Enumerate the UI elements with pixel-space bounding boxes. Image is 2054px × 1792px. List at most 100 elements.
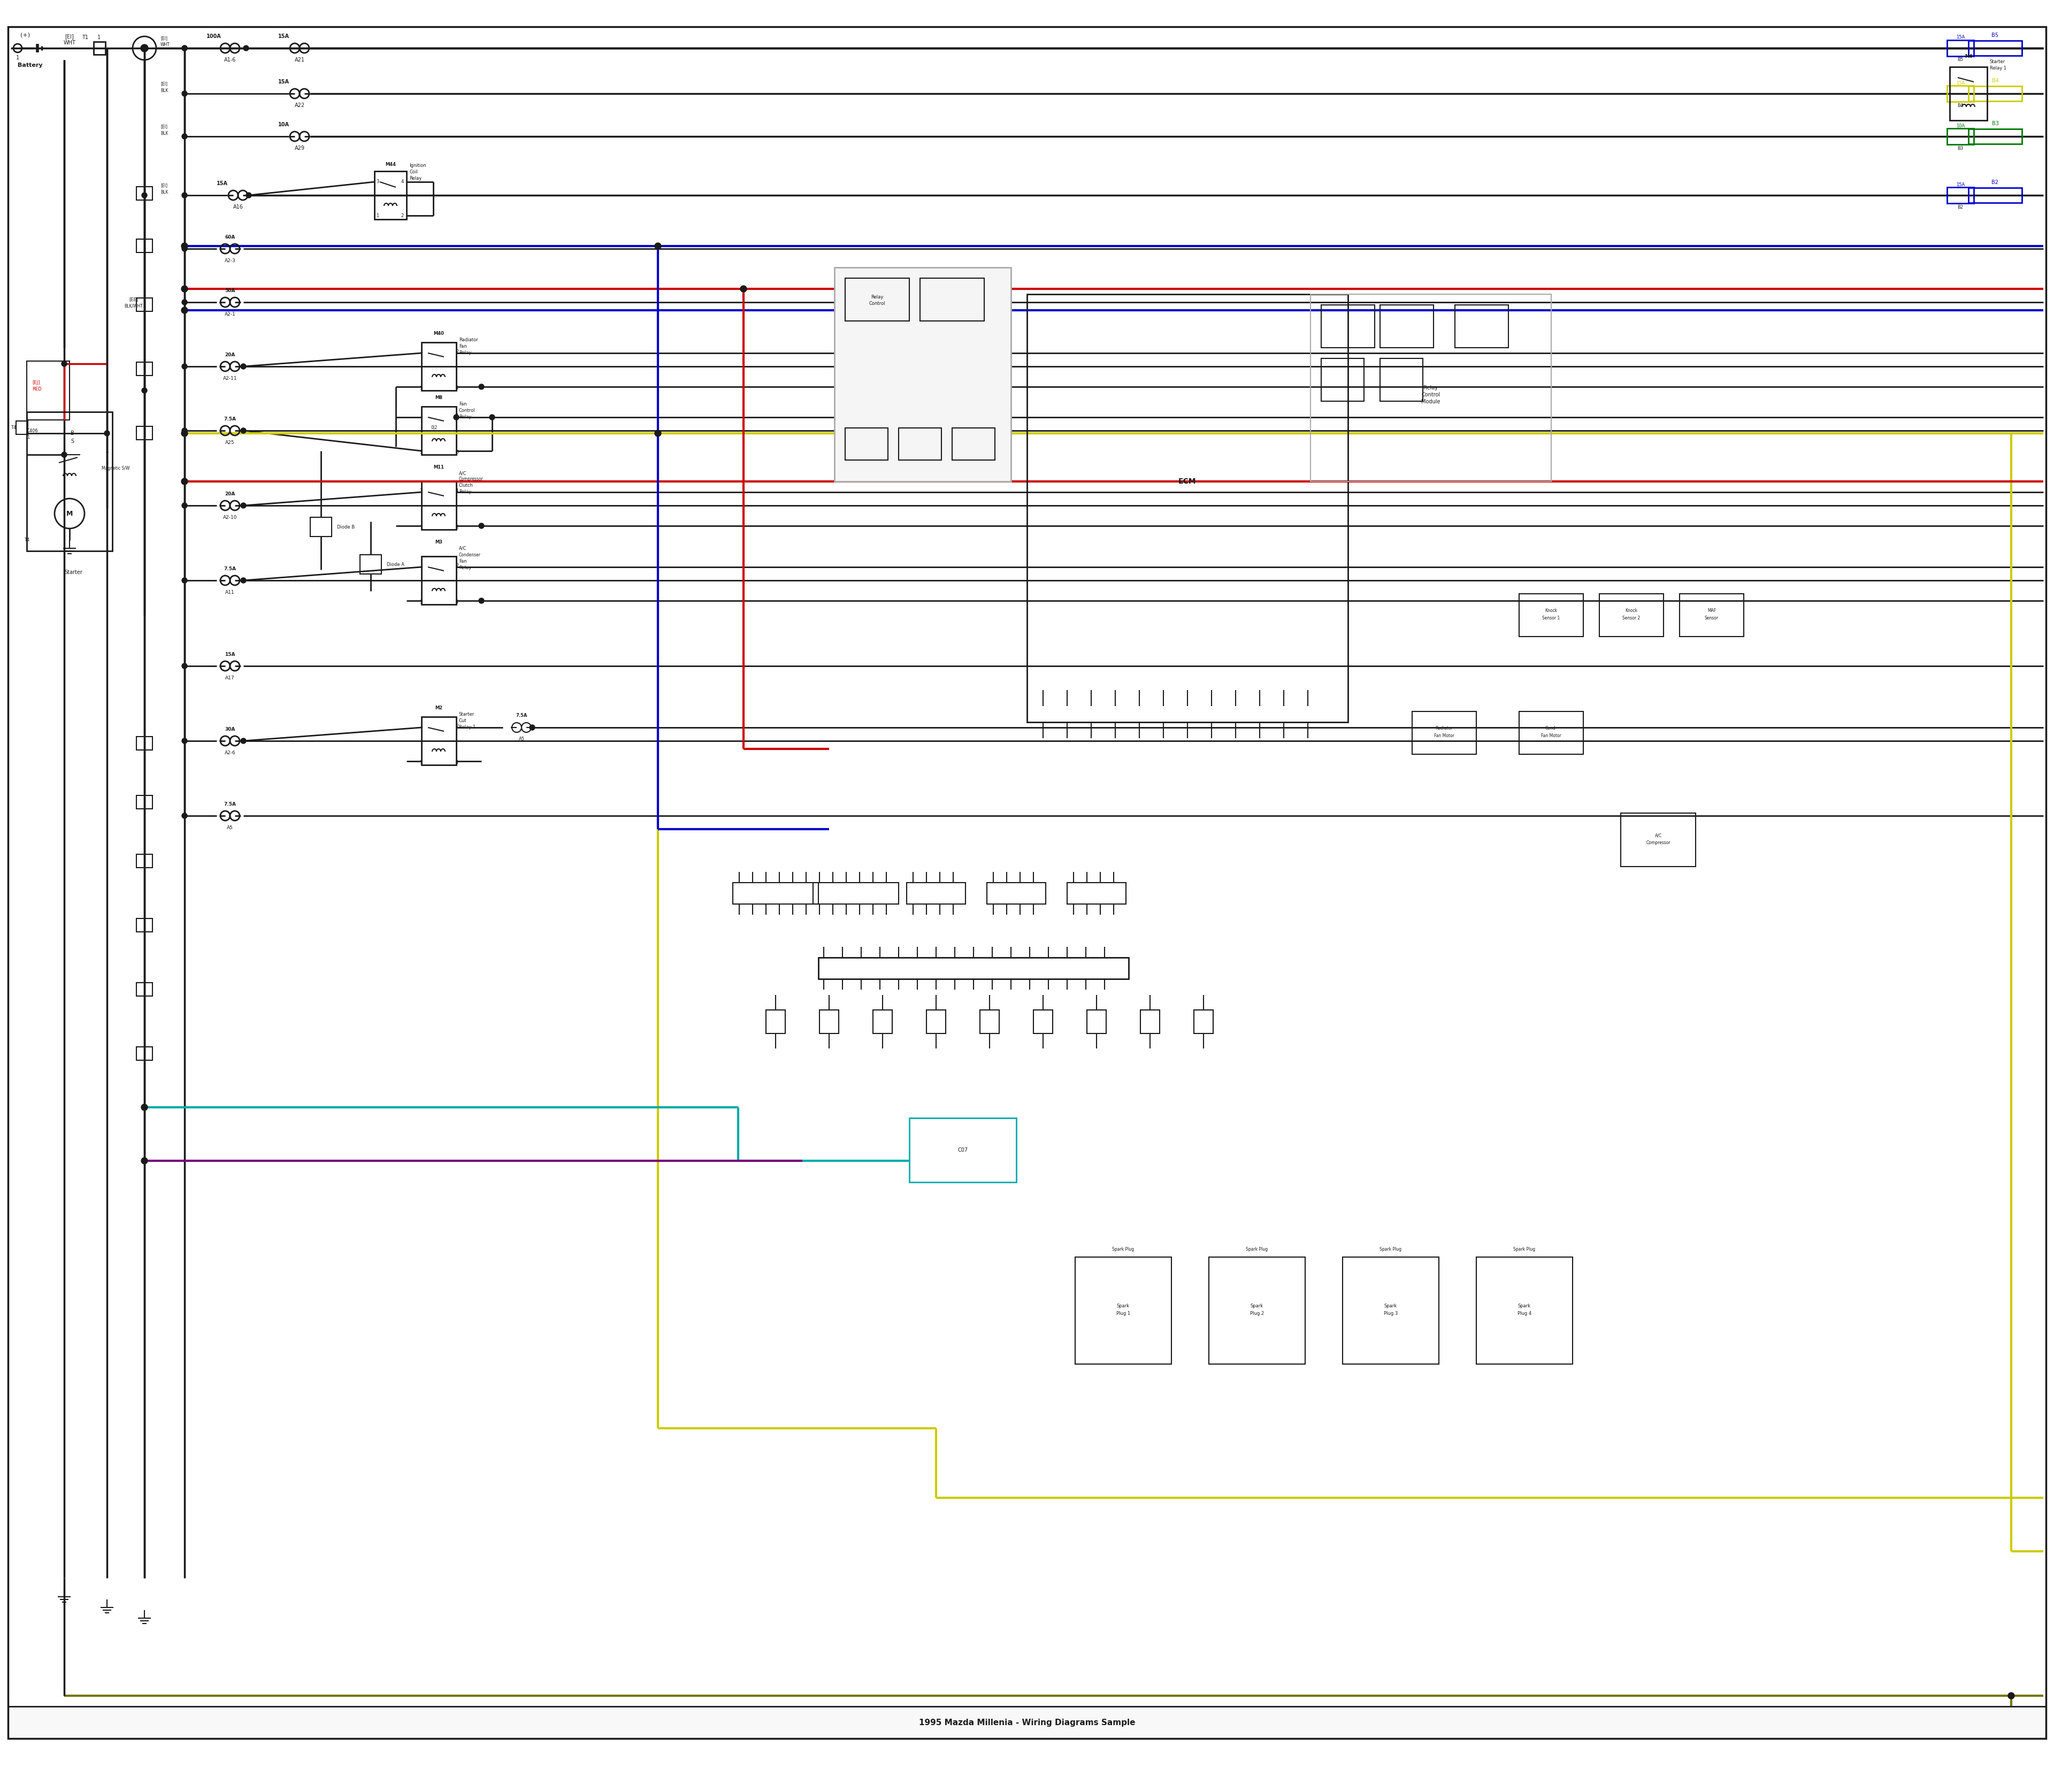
Circle shape — [479, 523, 485, 529]
Circle shape — [183, 91, 187, 97]
Bar — [900, 428, 941, 461]
Text: 100A: 100A — [207, 34, 222, 39]
Text: 15A: 15A — [224, 652, 236, 656]
Text: S: S — [70, 439, 74, 444]
Text: 7.5A: 7.5A — [224, 801, 236, 806]
Text: T4: T4 — [25, 538, 29, 543]
Text: 4: 4 — [456, 414, 458, 418]
Bar — [1454, 305, 1508, 348]
Bar — [27, 412, 113, 550]
Text: Relay: Relay — [871, 294, 883, 299]
Circle shape — [140, 45, 148, 52]
Bar — [766, 1011, 785, 1034]
Text: 1: 1 — [419, 525, 423, 529]
Text: Ignition: Ignition — [409, 163, 425, 168]
Text: Knock: Knock — [1545, 609, 1557, 613]
Text: M8: M8 — [435, 394, 442, 400]
Text: 5: 5 — [456, 450, 458, 455]
Circle shape — [454, 414, 458, 419]
Bar — [820, 1011, 838, 1034]
Text: Condenser: Condenser — [458, 552, 481, 557]
Text: Relay: Relay — [458, 489, 470, 495]
Text: Relay: Relay — [458, 414, 470, 419]
Text: A29: A29 — [294, 145, 304, 151]
Bar — [986, 883, 1045, 903]
Text: Cond.: Cond. — [1545, 726, 1557, 731]
Text: 15A: 15A — [277, 79, 290, 84]
Circle shape — [183, 814, 187, 819]
Circle shape — [479, 383, 485, 389]
Text: A2-3: A2-3 — [224, 258, 236, 263]
Text: Starter: Starter — [64, 570, 82, 575]
Text: Fan Motor: Fan Motor — [1540, 733, 1561, 738]
Text: 15A: 15A — [1955, 36, 1966, 39]
Bar — [733, 883, 817, 903]
Bar — [1343, 1256, 1440, 1364]
Bar — [834, 267, 1011, 482]
Circle shape — [240, 504, 246, 509]
Text: Compressor: Compressor — [458, 477, 483, 482]
Text: Spark: Spark — [1117, 1305, 1130, 1308]
Bar — [1947, 186, 1974, 202]
Bar — [817, 957, 1128, 978]
Text: [EE]: [EE] — [129, 297, 138, 303]
Text: 15A: 15A — [277, 34, 290, 39]
Circle shape — [655, 244, 661, 249]
Circle shape — [142, 1104, 148, 1111]
Circle shape — [183, 577, 187, 582]
Text: 7.5A: 7.5A — [224, 416, 236, 421]
Text: 60A: 60A — [224, 235, 236, 240]
Text: Fan: Fan — [458, 401, 466, 407]
Bar — [980, 1011, 998, 1034]
Bar — [1947, 129, 1974, 145]
Bar — [1380, 358, 1423, 401]
Text: Control: Control — [1421, 392, 1440, 398]
Circle shape — [181, 285, 187, 292]
Circle shape — [183, 428, 187, 434]
Bar — [374, 172, 407, 219]
Circle shape — [183, 45, 187, 50]
Bar — [1027, 294, 1347, 722]
Bar — [1321, 358, 1364, 401]
Text: 2: 2 — [456, 724, 458, 728]
Text: 1: 1 — [376, 213, 378, 219]
Bar — [136, 919, 152, 932]
Circle shape — [142, 192, 148, 197]
Circle shape — [739, 285, 748, 292]
Bar — [136, 855, 152, 867]
Text: [EI]: [EI] — [160, 36, 168, 41]
Text: T4: T4 — [10, 425, 16, 430]
Bar — [1968, 129, 2021, 143]
Text: 20A: 20A — [224, 491, 236, 496]
Bar — [136, 238, 152, 253]
Text: C07: C07 — [957, 1147, 967, 1152]
Text: M44: M44 — [386, 161, 396, 167]
Bar — [910, 1118, 1017, 1183]
Bar — [136, 737, 152, 751]
Text: 3: 3 — [376, 179, 378, 185]
Bar — [1140, 1011, 1161, 1034]
Text: B4: B4 — [1992, 79, 1999, 84]
Text: 3: 3 — [419, 487, 423, 493]
Bar — [926, 1011, 945, 1034]
Text: C406: C406 — [27, 428, 39, 434]
Bar — [1949, 66, 1986, 120]
Text: 7.5A: 7.5A — [224, 566, 236, 572]
Text: A/C: A/C — [1656, 833, 1662, 839]
Text: [EI]: [EI] — [160, 82, 168, 86]
Text: Battery: Battery — [18, 63, 43, 68]
Text: Spark: Spark — [1384, 1305, 1397, 1308]
Text: A/C: A/C — [458, 547, 466, 550]
Text: (+): (+) — [21, 32, 31, 38]
Text: Diode B: Diode B — [337, 525, 355, 529]
Bar — [1520, 711, 1584, 754]
Circle shape — [479, 599, 485, 604]
Circle shape — [183, 134, 187, 140]
Circle shape — [183, 192, 187, 197]
Text: Diode A: Diode A — [386, 563, 405, 566]
Text: A22: A22 — [294, 102, 304, 108]
Text: Spark Plug: Spark Plug — [1380, 1247, 1401, 1251]
Circle shape — [242, 45, 249, 50]
Bar — [27, 360, 70, 419]
Text: Clutch: Clutch — [458, 482, 472, 487]
